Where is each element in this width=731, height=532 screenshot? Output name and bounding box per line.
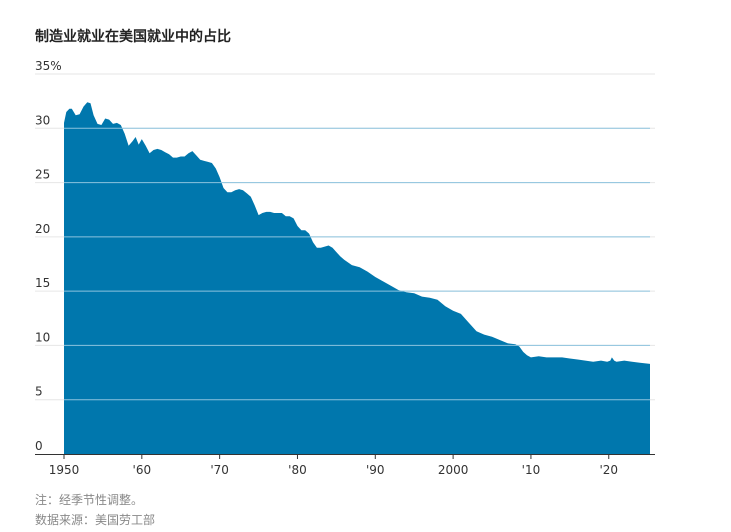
chart-plot: 35% 30 25 20 15 10 5 0 1950 '60 '70 '80 '90 2000 '10 '…	[35, 59, 655, 477]
footnote: 注：经季节性调整。	[35, 493, 144, 507]
x-tick-label: '60	[133, 463, 152, 477]
y-tick-label: 0	[35, 439, 43, 453]
x-tick-label: 1950	[49, 463, 80, 477]
y-tick-label: 35%	[35, 59, 62, 73]
y-tick-label: 25	[35, 168, 50, 182]
y-tick-label: 30	[35, 113, 50, 127]
y-tick-label: 5	[35, 385, 43, 399]
x-tick-label: '90	[366, 463, 385, 477]
source-note: 数据来源：美国劳工部	[35, 513, 156, 527]
series-area	[64, 102, 650, 454]
x-tick-label: '70	[210, 463, 229, 477]
y-axis-labels: 35% 30 25 20 15 10 5 0	[35, 59, 62, 453]
x-tick-label: '20	[599, 463, 618, 477]
inner-grid-layer	[64, 127, 650, 401]
x-tick-label: 2000	[438, 463, 469, 477]
x-axis-ticks: 1950 '60 '70 '80 '90 2000 '10 '20	[49, 454, 618, 477]
y-tick-label: 15	[35, 276, 50, 290]
x-tick-label: '10	[522, 463, 541, 477]
y-tick-label: 20	[35, 222, 50, 236]
y-tick-label: 10	[35, 330, 50, 344]
x-tick-label: '80	[288, 463, 307, 477]
chart-title: 制造业就业在美国就业中的占比	[35, 29, 231, 45]
